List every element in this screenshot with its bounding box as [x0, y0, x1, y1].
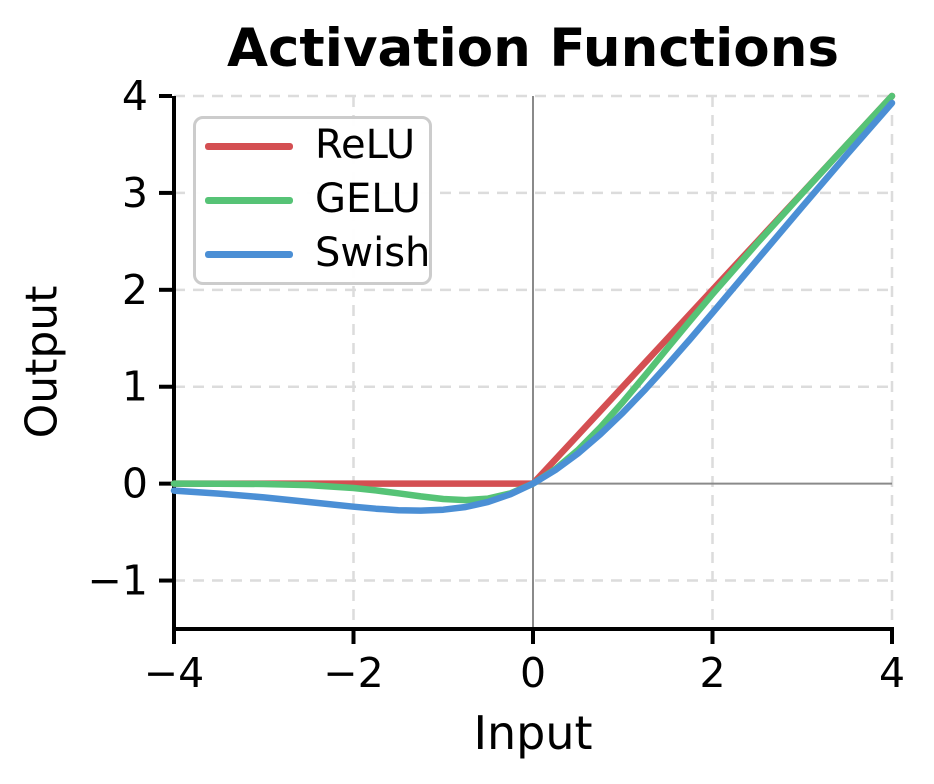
x-tick-label: −2 [323, 649, 383, 697]
x-tick-label: 4 [879, 649, 905, 697]
legend-label-swish: Swish [315, 229, 431, 276]
legend-item-gelu: GELU [205, 174, 429, 228]
legend-item-swish: Swish [205, 228, 431, 282]
legend: ReLU GELU Swish [193, 116, 432, 285]
x-tick-label: 0 [520, 649, 546, 697]
y-tick-label: 1 [122, 363, 148, 411]
relu-line-swatch [205, 143, 293, 150]
x-tick-label: −4 [144, 649, 204, 697]
legend-label-relu: ReLU [315, 121, 416, 168]
y-tick-label: −1 [88, 557, 148, 605]
y-tick-label: 0 [122, 460, 148, 508]
series-line-swish [170, 99, 896, 514]
chart-title: Activation Functions [227, 18, 839, 79]
x-tick-label: 2 [699, 649, 725, 697]
x-axis-label: Input [473, 706, 593, 760]
swish-line-swatch [205, 251, 293, 258]
y-tick-label: 3 [122, 169, 148, 217]
y-tick-label: 2 [122, 266, 148, 314]
y-tick-label: 4 [122, 72, 148, 120]
gelu-line-swatch [205, 197, 293, 204]
legend-label-gelu: GELU [315, 175, 421, 222]
legend-item-relu: ReLU [205, 120, 429, 174]
